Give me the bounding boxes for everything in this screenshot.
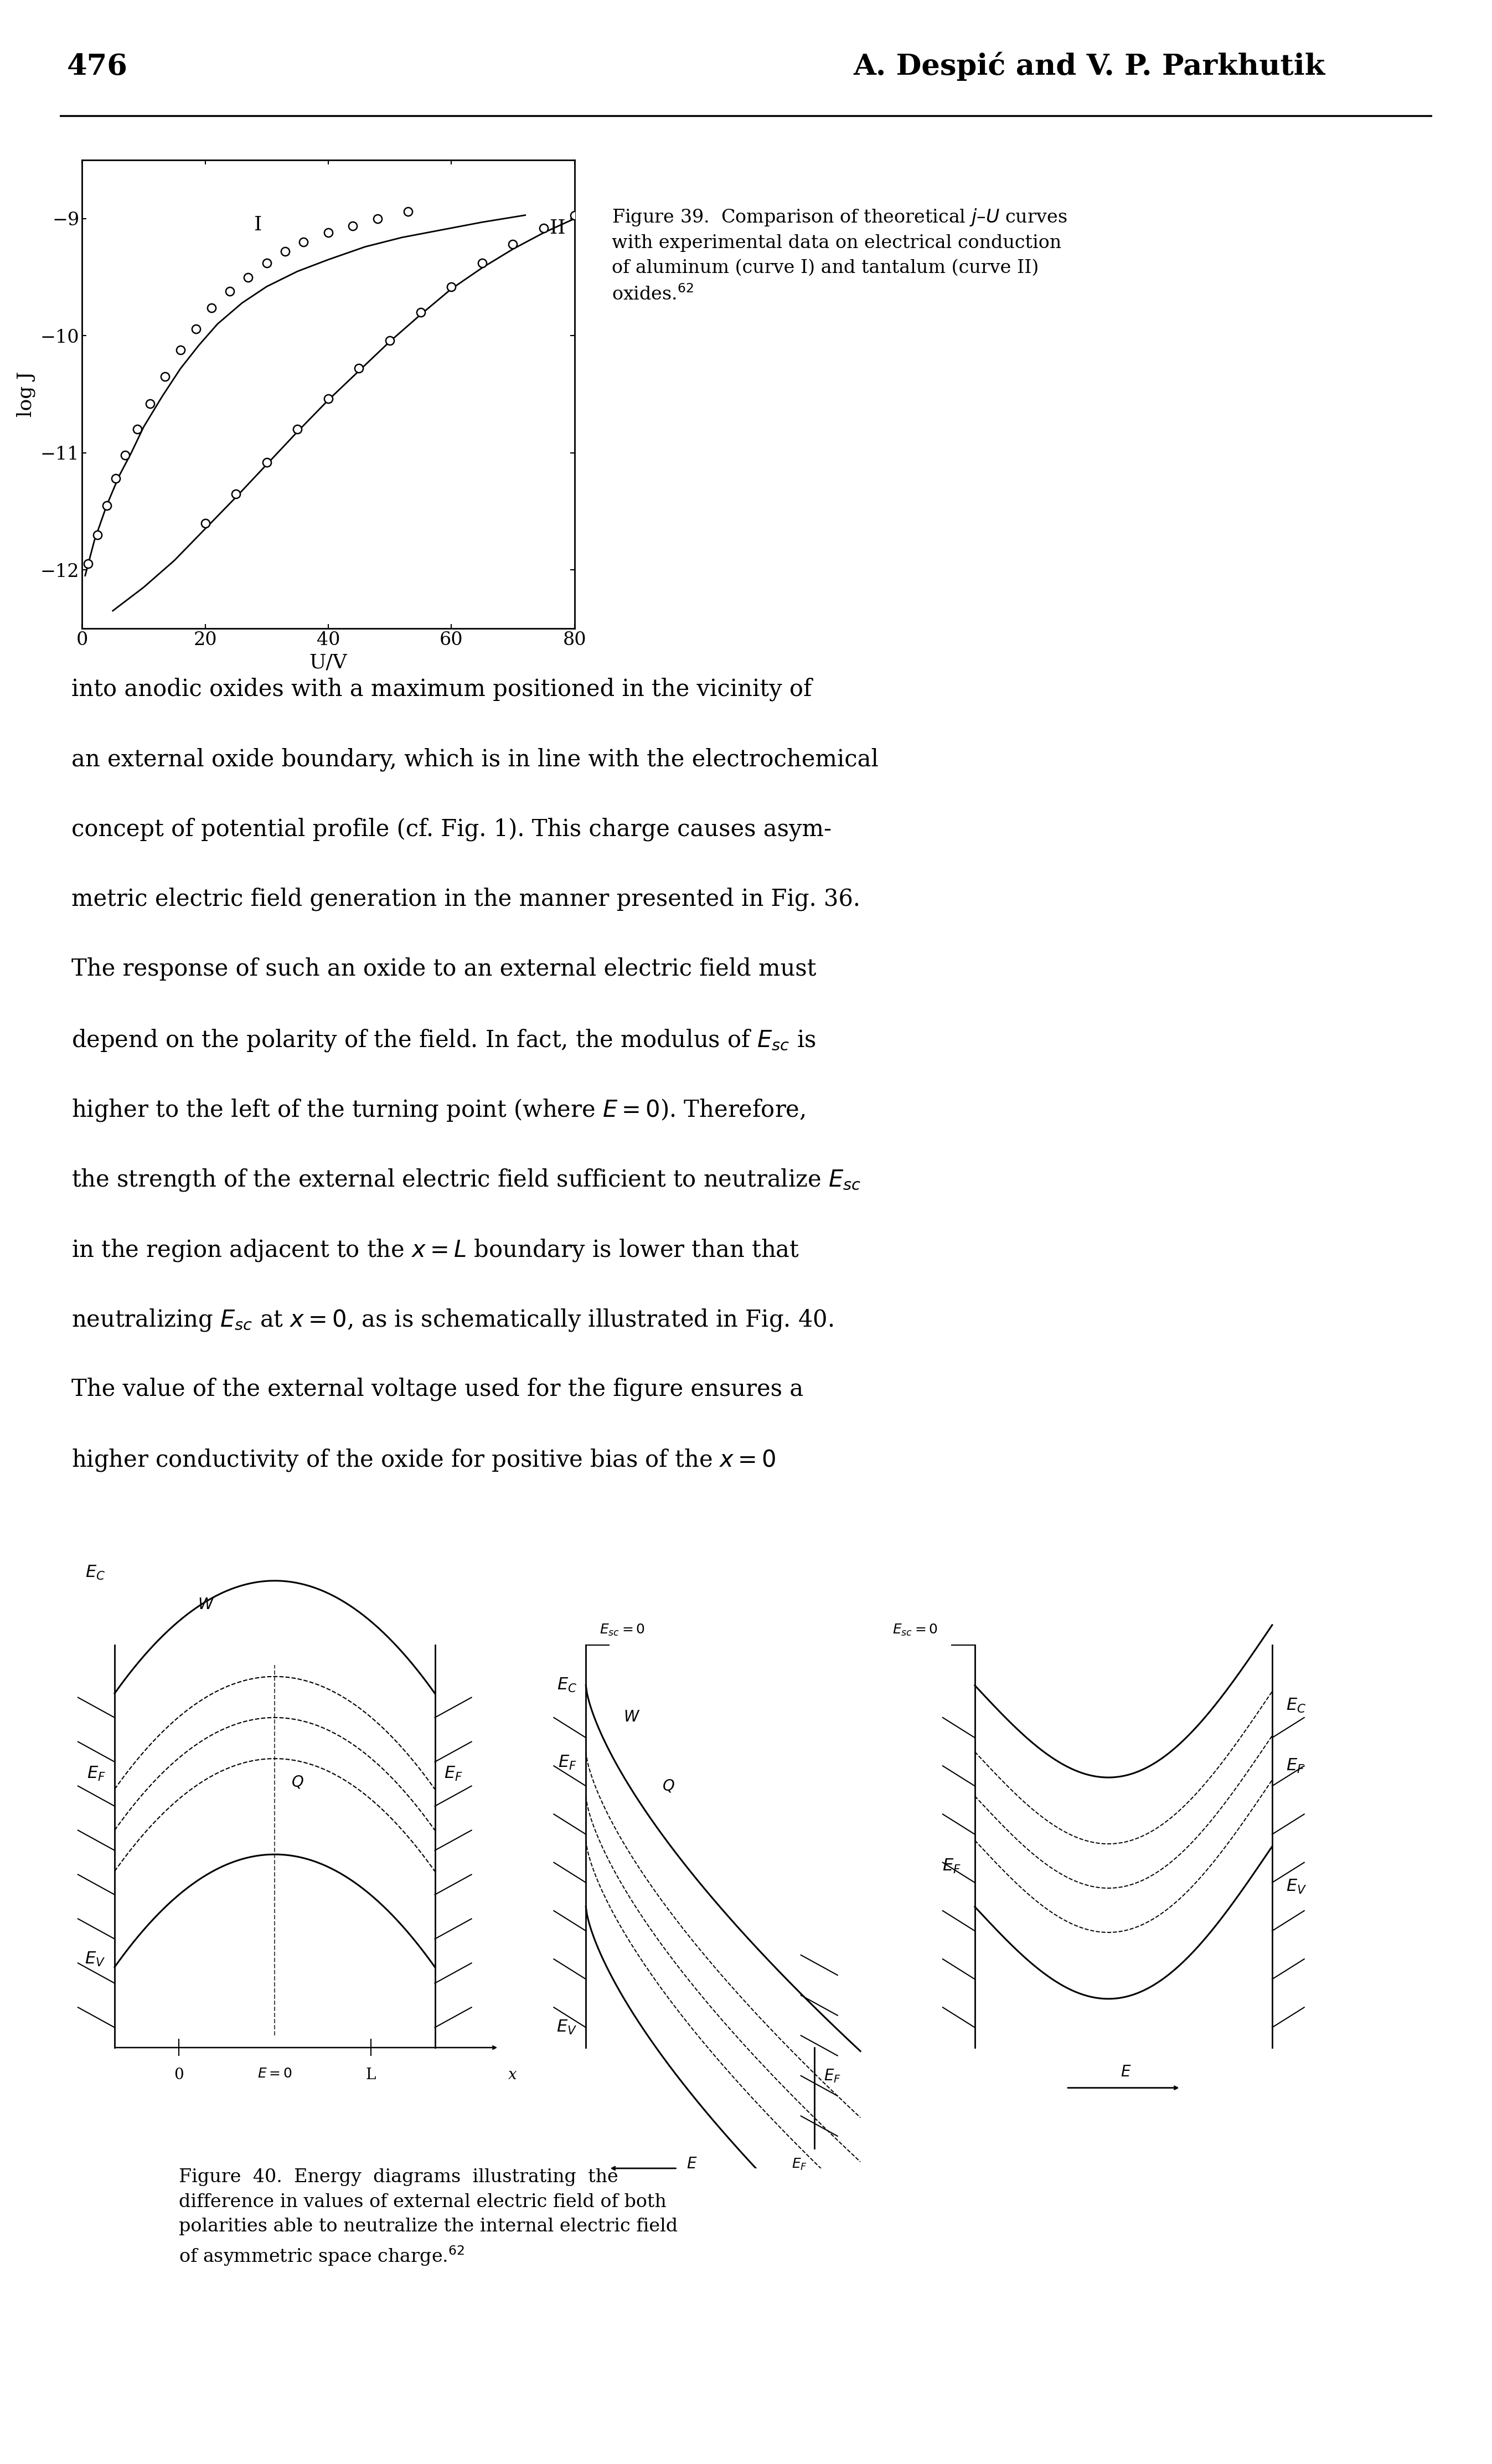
Text: Figure  40.  Energy  diagrams  illustrating  the
difference in values of externa: Figure 40. Energy diagrams illustrating …	[179, 2168, 677, 2267]
Text: $E_V$: $E_V$	[557, 2018, 577, 2035]
Text: neutralizing $E_{sc}$ at $x = 0$, as is schematically illustrated in Fig. 40.: neutralizing $E_{sc}$ at $x = 0$, as is …	[72, 1308, 834, 1333]
Text: $E_F$: $E_F$	[445, 1764, 463, 1781]
Point	[397, 192, 421, 232]
Point	[224, 473, 248, 513]
Point	[200, 288, 224, 328]
Text: x: x	[509, 2067, 516, 2082]
Point	[255, 244, 279, 283]
Point	[316, 212, 340, 251]
Text: $W$: $W$	[198, 1597, 215, 1611]
Text: $E$: $E$	[686, 2156, 697, 2171]
Point	[192, 503, 218, 542]
Point	[218, 271, 242, 310]
Text: $E_F$: $E_F$	[1286, 1757, 1304, 1774]
Text: The response of such an oxide to an external electric field must: The response of such an oxide to an exte…	[72, 958, 816, 981]
Text: metric electric field generation in the manner presented in Fig. 36.: metric electric field generation in the …	[72, 887, 861, 912]
Text: $E_F$: $E_F$	[824, 2067, 841, 2085]
Text: L: L	[366, 2067, 376, 2082]
Point	[137, 384, 161, 424]
Point	[255, 444, 279, 483]
Text: $Q$: $Q$	[291, 1774, 304, 1789]
Point	[316, 379, 340, 419]
Text: depend on the polarity of the field. In fact, the modulus of $E_{sc}$ is: depend on the polarity of the field. In …	[72, 1027, 816, 1052]
Text: $E_C$: $E_C$	[1286, 1698, 1305, 1715]
Point	[291, 222, 316, 261]
Point	[184, 308, 207, 347]
Point	[95, 485, 118, 525]
Text: the strength of the external electric field sufficient to neutralize $E_{sc}$: the strength of the external electric fi…	[72, 1168, 861, 1193]
Text: $E_V$: $E_V$	[1286, 1878, 1307, 1895]
Point	[340, 207, 366, 246]
Point	[169, 330, 192, 370]
Text: II: II	[549, 219, 565, 237]
Point	[439, 266, 463, 306]
Text: Figure 39.  Comparison of theoretical $j$–$U$ curves
with experimental data on e: Figure 39. Comparison of theoretical $j$…	[612, 207, 1067, 303]
Text: higher conductivity of the oxide for positive bias of the $x = 0$: higher conductivity of the oxide for pos…	[72, 1446, 776, 1473]
Text: $E_{sc}=0$: $E_{sc}=0$	[600, 1624, 645, 1636]
Point	[377, 320, 401, 360]
Point	[154, 357, 178, 397]
Text: A. Despić and V. P. Parkhutik: A. Despić and V. P. Parkhutik	[853, 52, 1325, 81]
Text: $E_C$: $E_C$	[85, 1565, 106, 1582]
Text: The value of the external voltage used for the figure ensures a: The value of the external voltage used f…	[72, 1377, 804, 1402]
Text: $E_F$: $E_F$	[558, 1754, 577, 1772]
Point	[501, 224, 525, 264]
Point	[113, 436, 137, 476]
Point	[104, 458, 128, 498]
Text: $W$: $W$	[624, 1710, 640, 1725]
Text: $E_V$: $E_V$	[85, 1951, 106, 1969]
Text: $E_F$: $E_F$	[943, 1858, 961, 1875]
Text: $E_{sc}=0$: $E_{sc}=0$	[892, 1624, 938, 1636]
Text: concept of potential profile (cf. Fig. 1). This charge causes asym-: concept of potential profile (cf. Fig. 1…	[72, 818, 833, 840]
Point	[348, 350, 372, 389]
Text: I: I	[254, 214, 263, 234]
Text: $E_C$: $E_C$	[557, 1678, 577, 1693]
Text: $Q$: $Q$	[662, 1779, 674, 1794]
Point	[85, 515, 109, 554]
Text: in the region adjacent to the $x = L$ boundary is lower than that: in the region adjacent to the $x = L$ bo…	[72, 1237, 800, 1264]
Text: $E$: $E$	[1120, 2065, 1131, 2080]
Point	[366, 200, 389, 239]
Text: 0: 0	[173, 2067, 184, 2082]
Point	[76, 545, 100, 584]
Point	[531, 209, 555, 249]
Text: $E_F$: $E_F$	[792, 2156, 807, 2171]
Text: $E = 0$: $E = 0$	[257, 2067, 292, 2080]
Point	[273, 232, 297, 271]
Text: an external oxide boundary, which is in line with the electrochemical: an external oxide boundary, which is in …	[72, 747, 879, 771]
X-axis label: U/V: U/V	[309, 653, 348, 673]
Y-axis label: log J: log J	[16, 372, 36, 416]
Point	[409, 293, 433, 333]
Point	[562, 195, 586, 234]
Point	[470, 244, 494, 283]
Point	[125, 409, 149, 448]
Text: $E_F$: $E_F$	[87, 1764, 106, 1781]
Text: into anodic oxides with a maximum positioned in the vicinity of: into anodic oxides with a maximum positi…	[72, 678, 812, 702]
Text: 476: 476	[67, 52, 128, 81]
Point	[236, 256, 260, 296]
Point	[285, 409, 309, 448]
Text: higher to the left of the turning point (where $E = 0$). Therefore,: higher to the left of the turning point …	[72, 1096, 806, 1124]
